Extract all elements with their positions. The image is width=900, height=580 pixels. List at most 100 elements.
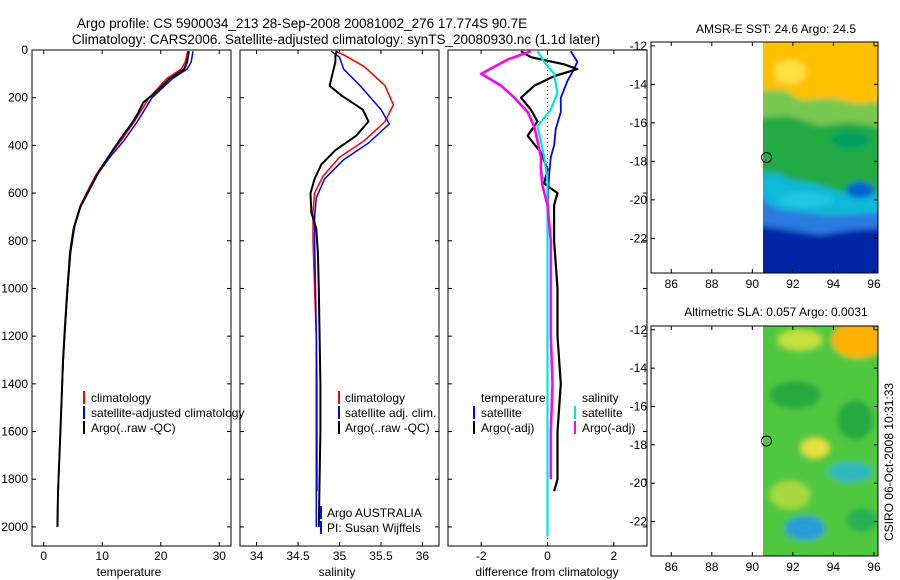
map-y-tick-label: -22 bbox=[630, 231, 648, 245]
sla-patch-green-1 bbox=[769, 381, 821, 409]
sst-field bbox=[763, 42, 878, 273]
depth-tick-label: 400 bbox=[8, 138, 28, 152]
sst-patch-teal bbox=[830, 131, 870, 149]
legend-label-sal-satellite: satellite bbox=[582, 406, 623, 420]
map-x-tick-label: 88 bbox=[705, 277, 719, 291]
series-line-satellite bbox=[313, 50, 391, 527]
sla-map-panel: Altimetric SLA: 0.057 Argo: 0.0031 86 88 9… bbox=[630, 305, 881, 574]
salinity-lines bbox=[309, 50, 395, 527]
legend-label-satellite: satellite adj. clim. bbox=[345, 406, 436, 420]
sla-patch-green-2 bbox=[837, 400, 873, 440]
map-y-tick-label: -20 bbox=[630, 476, 648, 490]
salinity-depth-ticks bbox=[240, 49, 439, 528]
depth-tick-label: 1800 bbox=[1, 472, 28, 486]
x-tick-label: 10 bbox=[96, 549, 110, 563]
series-line-argo bbox=[56, 51, 190, 527]
map-x-tick-label: 94 bbox=[827, 277, 841, 291]
map-x-tick-label: 94 bbox=[827, 560, 841, 574]
figure-title-line2: Climatology: CARS2006. Satellite-adjuste… bbox=[72, 32, 600, 47]
legend-label-argo: Argo(..raw -QC) bbox=[345, 421, 430, 435]
annotation-program: Argo AUSTRALIA bbox=[327, 506, 422, 520]
map-x-tick-label: 86 bbox=[665, 560, 679, 574]
map-y-tick-label: -16 bbox=[630, 400, 648, 414]
map-x-tick-label: 96 bbox=[867, 560, 881, 574]
sla-map-axes: 86 88 90 92 94 96 -12 -14 -16 -18 -20 -22 bbox=[630, 323, 881, 574]
depth-tick-label: 200 bbox=[8, 91, 28, 105]
x-tick-label: 35 bbox=[333, 549, 347, 563]
difference-xlabel: difference from climatology bbox=[475, 565, 618, 579]
depth-tick-label: 0 bbox=[21, 43, 28, 57]
salinity-legend: climatology satellite adj. clim. Argo(..… bbox=[338, 391, 436, 435]
x-tick-label: 35.5 bbox=[369, 549, 393, 563]
map-y-tick-label: -20 bbox=[630, 193, 648, 207]
map-y-tick-label: -14 bbox=[630, 77, 648, 91]
sst-patch-blue bbox=[846, 182, 874, 198]
sst-map-axes: 86 88 90 92 94 96 -12 -14 -16 -18 -20 -22 bbox=[630, 39, 881, 291]
x-tick-label: -2 bbox=[476, 549, 487, 563]
temperature-legend: climatology satellite-adjusted climatolo… bbox=[83, 391, 244, 435]
map-y-tick-label: -12 bbox=[630, 323, 648, 337]
map-y-tick-label: -22 bbox=[630, 515, 648, 529]
temperature-panel: 0 200 400 600 800 1000 1200 1400 1600 1800 2000 0 1… bbox=[1, 43, 244, 579]
depth-tick-label: 2000 bbox=[1, 520, 28, 534]
legend-label-climatology: climatology bbox=[345, 391, 405, 405]
map-x-tick-label: 90 bbox=[746, 277, 760, 291]
sla-patch-lime bbox=[778, 330, 822, 350]
legend-label-temp-argo: Argo(-adj) bbox=[481, 421, 534, 435]
map-x-tick-label: 88 bbox=[705, 560, 719, 574]
series-line-salinity-satellite bbox=[536, 50, 559, 537]
sst-patch-yellow bbox=[774, 60, 806, 84]
map-x-tick-label: 90 bbox=[746, 560, 760, 574]
legend-header-salinity: salinity bbox=[582, 391, 619, 405]
difference-depth-ticks bbox=[448, 49, 647, 528]
timestamp-label: CSIRO 06-Oct-2008 10:31:33 bbox=[882, 383, 896, 541]
legend-label-sal-argo: Argo(-adj) bbox=[582, 421, 635, 435]
legend-label-climatology: climatology bbox=[91, 391, 151, 405]
sla-patch-cyan bbox=[828, 462, 872, 482]
sst-map-title: AMSR-E SST: 24.6 Argo: 24.5 bbox=[696, 22, 856, 36]
map-y-tick-label: -12 bbox=[630, 39, 648, 53]
sla-patch-yellow bbox=[801, 438, 829, 458]
series-line-argo bbox=[309, 50, 370, 527]
sla-field bbox=[763, 326, 878, 556]
sst-map-frame bbox=[650, 41, 879, 274]
depth-tick-label: 1600 bbox=[1, 425, 28, 439]
x-tick-label: 0 bbox=[40, 549, 47, 563]
salinity-panel: 34 34.5 35 35.5 36 salinity climatology sate… bbox=[239, 49, 440, 579]
difference-legend: temperature salinity satellite Argo(-adj… bbox=[473, 391, 635, 435]
salinity-xlabel: salinity bbox=[319, 565, 356, 579]
sla-patch-green-3 bbox=[846, 508, 878, 532]
difference-panel: -2 0 2 difference from climatology tempera… bbox=[447, 49, 648, 579]
map-x-tick-label: 86 bbox=[665, 277, 679, 291]
legend-header-temperature: temperature bbox=[481, 391, 546, 405]
depth-tick-label: 1000 bbox=[1, 281, 28, 295]
x-tick-label: 34 bbox=[250, 549, 264, 563]
figure-title-line1: Argo profile: CS 5900034_213 28-Sep-2008… bbox=[77, 16, 527, 31]
sla-map-frame bbox=[650, 325, 879, 557]
salinity-x-axis: 34 34.5 35 35.5 36 bbox=[250, 50, 430, 563]
x-tick-label: 2 bbox=[610, 549, 617, 563]
sla-patch-lime-2 bbox=[770, 481, 810, 509]
x-tick-label: 0 bbox=[544, 549, 551, 563]
annotation-pi: PI: Susan Wijffels bbox=[327, 521, 421, 535]
series-line-satellite bbox=[56, 51, 194, 527]
temperature-axes-frame bbox=[31, 49, 232, 547]
map-x-tick-label: 92 bbox=[786, 560, 800, 574]
depth-axis: 0 200 400 600 800 1000 1200 1400 1600 1800 2000 bbox=[1, 43, 231, 534]
map-y-tick-label: -16 bbox=[630, 116, 648, 130]
sla-patch-blue bbox=[785, 516, 825, 540]
map-x-tick-label: 96 bbox=[867, 277, 881, 291]
series-line-salinity-argo bbox=[479, 49, 554, 480]
map-x-tick-label: 92 bbox=[786, 277, 800, 291]
difference-x-axis: -2 0 2 bbox=[476, 50, 617, 563]
sla-patch-orange bbox=[832, 326, 878, 358]
sla-map-title: Altimetric SLA: 0.057 Argo: 0.0031 bbox=[684, 305, 868, 319]
temperature-xlabel: temperature bbox=[97, 565, 162, 579]
depth-tick-label: 1200 bbox=[1, 329, 28, 343]
sst-argo-location-marker bbox=[761, 152, 773, 163]
salinity-axes-frame bbox=[239, 49, 440, 547]
sst-map-panel: AMSR-E SST: 24.6 Argo: 24.5 86 88 90 92 94 96… bbox=[630, 22, 881, 291]
legend-label-satellite: satellite-adjusted climatology bbox=[91, 406, 244, 420]
x-tick-label: 36 bbox=[416, 549, 430, 563]
sla-argo-location-marker bbox=[761, 435, 773, 447]
